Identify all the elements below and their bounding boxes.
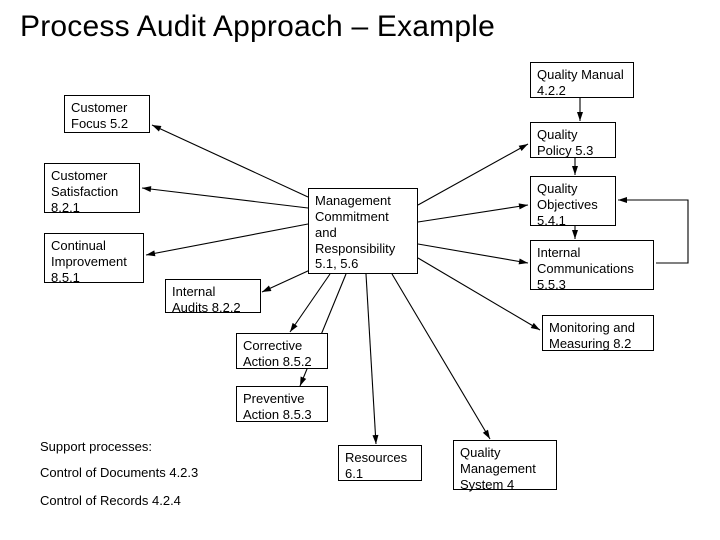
node-corrective: Corrective Action 8.5.2 [236, 333, 328, 369]
node-label: Quality Policy 5.3 [537, 127, 593, 158]
node-label: Customer Satisfaction 8.2.1 [51, 168, 118, 215]
node-center: Management Commitment and Responsibility… [308, 188, 418, 274]
node-resources: Resources 6.1 [338, 445, 422, 481]
node-label: Internal Audits 8.2.2 [172, 284, 241, 315]
node-q-policy: Quality Policy 5.3 [530, 122, 616, 158]
diagram-stage: Process Audit Approach – Example Managem… [0, 0, 720, 540]
node-cont-impr: Continual Improvement 8.5.1 [44, 233, 144, 283]
node-label: Management Commitment and Responsibility… [315, 193, 395, 271]
control-of-documents: Control of Documents 4.2.3 [40, 464, 198, 482]
node-int-comms: Internal Communications 5.5.3 [530, 240, 654, 290]
node-label: Internal Communications 5.5.3 [537, 245, 634, 292]
node-cust-sat: Customer Satisfaction 8.2.1 [44, 163, 140, 213]
node-preventive: Preventive Action 8.5.3 [236, 386, 328, 422]
node-label: Customer Focus 5.2 [71, 100, 128, 131]
node-q-manual: Quality Manual 4.2.2 [530, 62, 634, 98]
node-label: Resources 6.1 [345, 450, 407, 481]
node-label: Corrective Action 8.5.2 [243, 338, 312, 369]
text: Control of Records 4.2.4 [40, 493, 181, 508]
node-int-audits: Internal Audits 8.2.2 [165, 279, 261, 313]
node-cust-focus: Customer Focus 5.2 [64, 95, 150, 133]
node-label: Monitoring and Measuring 8.2 [549, 320, 635, 351]
page-title: Process Audit Approach – Example [20, 10, 495, 44]
node-qms: Quality Management System 4 [453, 440, 557, 490]
node-label: Quality Management System 4 [460, 445, 536, 492]
node-label: Preventive Action 8.5.3 [243, 391, 312, 422]
node-q-objectives: Quality Objectives 5.4.1 [530, 176, 616, 226]
text: Control of Documents 4.2.3 [40, 465, 198, 480]
control-of-records: Control of Records 4.2.4 [40, 492, 181, 510]
support-processes-header: Support processes: [40, 438, 152, 456]
node-label: Quality Objectives 5.4.1 [537, 181, 598, 228]
node-label: Quality Manual 4.2.2 [537, 67, 624, 98]
node-mon-meas: Monitoring and Measuring 8.2 [542, 315, 654, 351]
node-label: Continual Improvement 8.5.1 [51, 238, 127, 285]
text: Support processes: [40, 439, 152, 454]
